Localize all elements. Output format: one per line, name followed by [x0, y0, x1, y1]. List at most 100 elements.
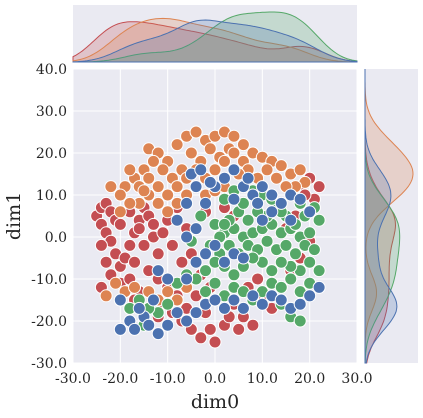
orange-point — [109, 276, 123, 290]
x-tick-label: -30.0 — [55, 371, 91, 387]
blue-point — [180, 314, 194, 328]
red-point — [132, 222, 146, 236]
orange-point — [189, 125, 203, 139]
blue-point — [170, 306, 184, 320]
red-point — [146, 217, 160, 231]
blue-point — [180, 196, 194, 210]
x-axis-label: dim0 — [191, 391, 239, 413]
blue-point — [199, 247, 213, 261]
orange-point — [123, 163, 137, 177]
red-point — [128, 255, 142, 269]
blue-point — [189, 222, 203, 236]
green-point — [265, 264, 279, 278]
blue-point — [151, 327, 165, 341]
blue-point — [227, 192, 241, 206]
green-point — [279, 238, 293, 252]
blue-point — [128, 322, 142, 336]
y-tick-label: 30.0 — [36, 104, 67, 120]
x-tick-labels: -30.0 -20.0 -10.0 0.0 10.0 20.0 30.0 — [55, 371, 373, 387]
blue-point — [217, 171, 231, 185]
orange-point — [142, 171, 156, 185]
red-point — [232, 322, 246, 336]
orange-point — [274, 159, 288, 173]
blue-point — [265, 188, 279, 202]
blue-point — [255, 297, 269, 311]
blue-point — [265, 205, 279, 219]
orange-point — [208, 163, 222, 177]
red-point — [246, 318, 260, 332]
green-point — [312, 213, 326, 227]
blue-point — [236, 301, 250, 315]
blue-point — [303, 205, 317, 219]
orange-right-kde — [364, 69, 414, 363]
orange-top-kde — [72, 17, 358, 63]
red-point — [312, 180, 326, 194]
blue-point — [194, 163, 208, 177]
red-point — [208, 335, 222, 349]
orange-point — [156, 163, 170, 177]
blue-point — [113, 293, 127, 307]
y-tick-label: -20.0 — [31, 314, 67, 330]
blue-point — [246, 289, 260, 303]
orange-point — [161, 188, 175, 202]
orange-point — [128, 280, 142, 294]
y-tick-label: 0.0 — [45, 230, 67, 246]
blue-point — [142, 318, 156, 332]
right-marginal-background — [365, 69, 418, 363]
orange-point — [113, 205, 127, 219]
x-tick-label: -10.0 — [150, 371, 186, 387]
green-point — [303, 255, 317, 269]
blue-point — [180, 230, 194, 244]
orange-point — [146, 154, 160, 168]
orange-point — [217, 154, 231, 168]
green-top-kde — [73, 11, 358, 63]
green-point — [284, 272, 298, 286]
y-tick-labels: -30.0 -20.0 -10.0 0.0 10.0 20.0 30.0 40.0 — [31, 62, 67, 372]
blue-point — [255, 180, 269, 194]
scatter-points — [90, 125, 326, 349]
green-point — [161, 297, 175, 311]
green-point — [312, 264, 326, 278]
red-point — [165, 238, 179, 252]
blue-point — [208, 238, 222, 252]
blue-point — [255, 213, 269, 227]
blue-point — [227, 163, 241, 177]
red-point — [203, 322, 217, 336]
red-point — [123, 238, 137, 252]
green-point — [199, 285, 213, 299]
blue-point — [180, 272, 194, 286]
blue-point — [274, 196, 288, 210]
blue-point — [189, 180, 203, 194]
red-point — [99, 255, 113, 269]
blue-point — [217, 301, 231, 315]
blue-point — [113, 322, 127, 336]
orange-point — [184, 146, 198, 160]
top-marginal-kde — [72, 11, 358, 63]
orange-point — [123, 196, 137, 210]
blue-point — [312, 280, 326, 294]
blue-point — [274, 293, 288, 307]
blue-point — [241, 171, 255, 185]
orange-point — [170, 138, 184, 152]
blue-right-kde — [364, 69, 398, 364]
orange-point — [137, 184, 151, 198]
blue-point — [208, 293, 222, 307]
x-tick-label: 0.0 — [204, 371, 226, 387]
x-tick-label: 20.0 — [294, 371, 325, 387]
blue-point — [303, 289, 317, 303]
blue-point — [189, 255, 203, 269]
blue-point — [146, 293, 160, 307]
top-marginal-background — [73, 5, 357, 62]
orange-point — [203, 142, 217, 156]
blue-point — [132, 301, 146, 315]
orange-point — [161, 285, 175, 299]
blue-point — [203, 175, 217, 189]
blue-point — [293, 297, 307, 311]
orange-point — [270, 171, 284, 185]
green-point — [199, 264, 213, 278]
blue-point — [189, 306, 203, 320]
red-point — [151, 247, 165, 261]
green-point — [274, 280, 288, 294]
blue-point — [284, 213, 298, 227]
blue-point — [170, 213, 184, 227]
